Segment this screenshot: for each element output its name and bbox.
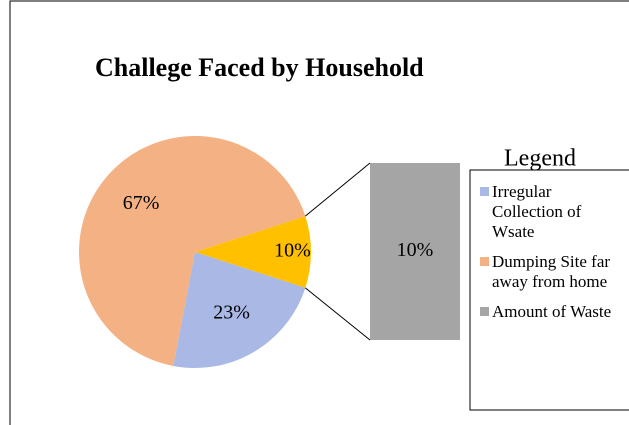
data-label: 23% [213, 301, 250, 323]
data-label: 10% [274, 240, 311, 262]
pie-slice [195, 216, 311, 288]
legend-frame [469, 169, 629, 411]
legend-swatch [480, 307, 489, 316]
legend: Irregular Collection of Wsate Dumping Sit… [480, 182, 620, 332]
connector-line [305, 287, 371, 341]
legend-swatch [480, 257, 489, 266]
pie-slice [173, 252, 306, 368]
legend-entry: Amount of Waste [480, 302, 620, 322]
legend-entry: Dumping Site far away from home [480, 252, 620, 292]
legend-label: Irregular Collection of Wsate [492, 182, 582, 241]
connector-line [305, 162, 371, 217]
legend-swatch [480, 187, 489, 196]
data-label: 67% [123, 192, 160, 214]
chart-title: Challege Faced by Household [95, 53, 424, 82]
pie-slice [79, 136, 306, 366]
legend-label: Amount of Waste [492, 302, 612, 321]
data-label: 10% [397, 239, 434, 261]
chart-frame [9, 0, 629, 425]
bar-segment [370, 163, 460, 340]
legend-title: Legend [504, 146, 576, 172]
legend-entry: Irregular Collection of Wsate [480, 182, 620, 242]
legend-label: Dumping Site far away from home [492, 252, 611, 291]
